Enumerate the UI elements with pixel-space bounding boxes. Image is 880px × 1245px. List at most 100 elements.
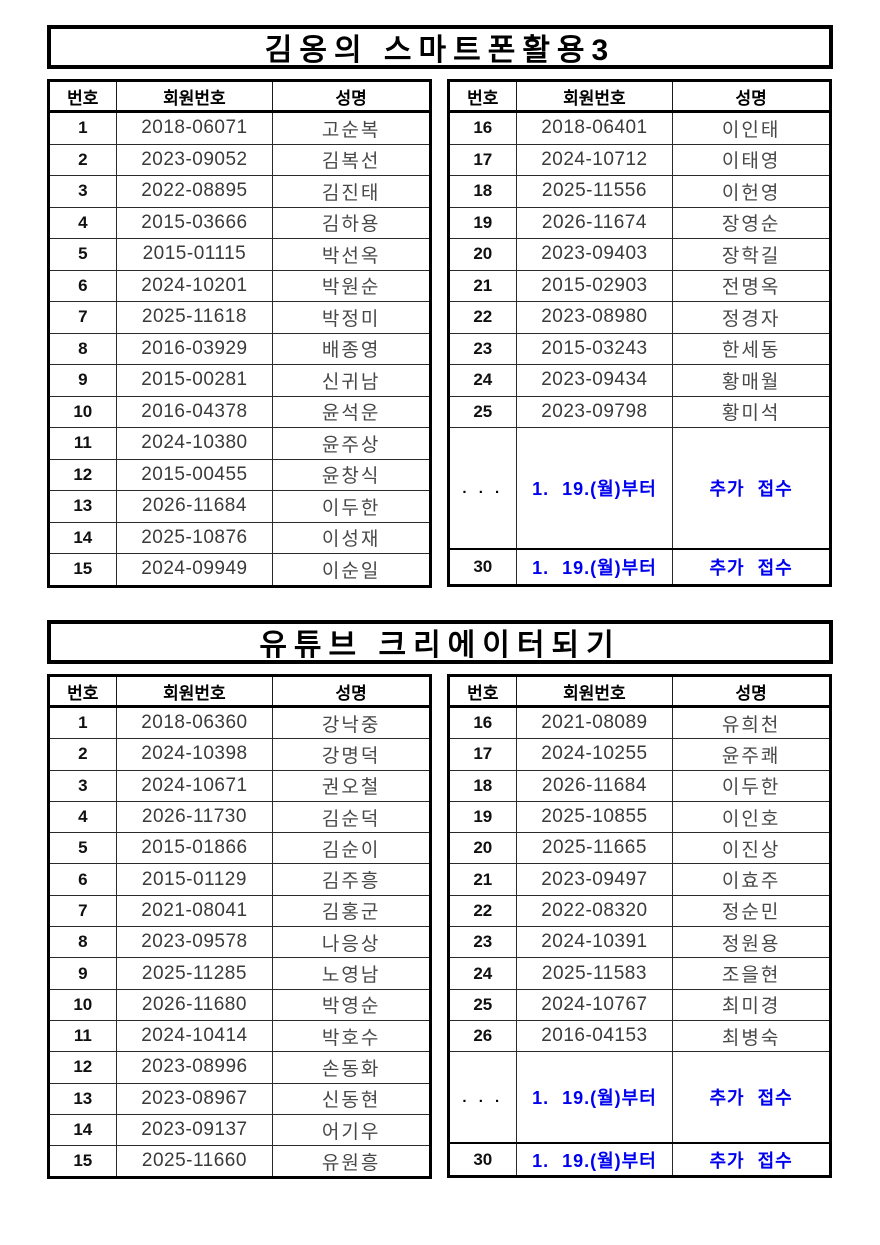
- member-id: 2023-09052: [115, 143, 274, 176]
- member-id: 2021-08041: [115, 894, 274, 928]
- table-row: 12 2023-08996 손동화: [48, 1051, 431, 1084]
- table-row: 14 2023-09137 어기우: [48, 1113, 431, 1147]
- header-number: 번호: [48, 675, 117, 708]
- row-number: 20: [448, 238, 517, 271]
- member-name: 정경자: [672, 301, 831, 334]
- table-row: 15 2025-11660 유원흥: [48, 1145, 431, 1179]
- row-number: 25: [448, 395, 517, 428]
- member-name: 강명덕: [272, 738, 431, 771]
- header-name: 성명: [272, 675, 431, 708]
- row-number: 23: [448, 926, 517, 959]
- member-name: 노영남: [272, 957, 431, 990]
- header-number: 번호: [48, 80, 117, 113]
- header-row: 번호 회원번호 성명: [448, 80, 831, 113]
- header-member-id: 회원번호: [515, 80, 674, 113]
- member-name: 이인호: [672, 800, 831, 834]
- row-number: 26: [448, 1019, 517, 1053]
- header-number: 번호: [448, 80, 517, 113]
- member-name: 박정미: [272, 301, 431, 334]
- member-id: 2018-06360: [115, 705, 274, 740]
- member-id: 2025-11556: [515, 175, 674, 208]
- member-name: 황매월: [672, 364, 831, 397]
- member-name: 김하용: [272, 206, 431, 239]
- header-member-id: 회원번호: [515, 675, 674, 708]
- table-row: 5 2015-01115 박선옥: [48, 238, 431, 271]
- row-number: 11: [48, 427, 117, 460]
- table-row: 12 2015-00455 윤창식: [48, 458, 431, 491]
- member-name: 박원순: [272, 269, 431, 302]
- header-member-id: 회원번호: [115, 80, 274, 113]
- row-number: 18: [448, 769, 517, 802]
- member-name: 김홍군: [272, 894, 431, 928]
- row-number: 1: [48, 705, 117, 740]
- row-number: 11: [48, 1019, 117, 1053]
- member-name: 전명옥: [672, 269, 831, 302]
- member-name: 이성재: [272, 521, 431, 554]
- member-id: 2022-08895: [115, 175, 274, 208]
- row-number: 17: [448, 143, 517, 176]
- row-number: 25: [448, 988, 517, 1021]
- member-name: 이두한: [272, 490, 431, 523]
- table-row: 9 2025-11285 노영남: [48, 957, 431, 990]
- member-id: 2024-10380: [115, 427, 274, 460]
- table-row: 22 2023-08980 정경자: [448, 301, 831, 334]
- table-row: 11 2024-10414 박호수: [48, 1019, 431, 1053]
- row-number: 23: [448, 332, 517, 365]
- row-number: 21: [448, 863, 517, 896]
- row-number: 2: [48, 143, 117, 176]
- header-name: 성명: [272, 80, 431, 113]
- member-name: 이두한: [672, 769, 831, 802]
- member-name: 정순민: [672, 894, 831, 928]
- header-row: 번호 회원번호 성명: [48, 675, 431, 708]
- table-row: 4 2015-03666 김하용: [48, 206, 431, 239]
- table-row: 7 2021-08041 김홍군: [48, 894, 431, 928]
- roster-tables: 번호 회원번호 성명 1 2018-06071 고순복 2 2023-09052 김복선 3…: [47, 79, 833, 588]
- row-number: 10: [48, 988, 117, 1021]
- row-number: 30: [448, 548, 517, 586]
- extra-signup-date: 1. 19.(월)부터: [515, 1051, 674, 1144]
- table-row: 13 2026-11684 이두한: [48, 490, 431, 523]
- row-number: 2: [48, 738, 117, 771]
- row-number: 3: [48, 769, 117, 802]
- member-name: 장영순: [672, 206, 831, 239]
- member-id: 2025-11285: [115, 957, 274, 990]
- member-id: 2024-10414: [115, 1019, 274, 1053]
- table-row: 3 2022-08895 김진태: [48, 175, 431, 208]
- row-number: 9: [48, 364, 117, 397]
- member-name: 윤주상: [272, 427, 431, 460]
- member-id: 2023-08967: [115, 1082, 274, 1115]
- header-number: 번호: [448, 675, 517, 708]
- row-number: 4: [48, 206, 117, 239]
- table-row: 7 2025-11618 박정미: [48, 301, 431, 334]
- member-name: 조을현: [672, 957, 831, 990]
- member-id: 2022-08320: [515, 894, 674, 928]
- member-name: 권오철: [272, 769, 431, 802]
- member-name: 윤창식: [272, 458, 431, 491]
- table-row: 16 2018-06401 이인태: [448, 111, 831, 145]
- table-row: 25 2023-09798 황미석: [448, 395, 831, 428]
- ellipsis-dots: . . .: [448, 427, 517, 550]
- member-id: 2024-10767: [515, 988, 674, 1021]
- row-number: 12: [48, 1051, 117, 1084]
- member-name: 이인태: [672, 111, 831, 145]
- table-row: 19 2026-11674 장영순: [448, 206, 831, 239]
- member-name: 이순일: [272, 553, 431, 587]
- extra-signup-date: 1. 19.(월)부터: [515, 1142, 674, 1178]
- member-id: 2016-04153: [515, 1019, 674, 1053]
- ellipsis-row: . . . 1. 19.(월)부터 추가 접수: [448, 1051, 831, 1144]
- member-id: 2016-04378: [115, 395, 274, 428]
- row-number: 21: [448, 269, 517, 302]
- table-row: 10 2016-04378 윤석운: [48, 395, 431, 428]
- member-id: 2025-10855: [515, 800, 674, 834]
- table-row: 13 2023-08967 신동현: [48, 1082, 431, 1115]
- row-number: 15: [48, 553, 117, 587]
- member-id: 2025-11660: [115, 1145, 274, 1179]
- member-id: 2015-03243: [515, 332, 674, 365]
- last-row: 30 1. 19.(월)부터 추가 접수: [448, 1142, 831, 1178]
- row-number: 13: [48, 1082, 117, 1115]
- row-number: 15: [48, 1145, 117, 1179]
- member-id: 2026-11674: [515, 206, 674, 239]
- member-name: 장학길: [672, 238, 831, 271]
- member-id: 2023-08980: [515, 301, 674, 334]
